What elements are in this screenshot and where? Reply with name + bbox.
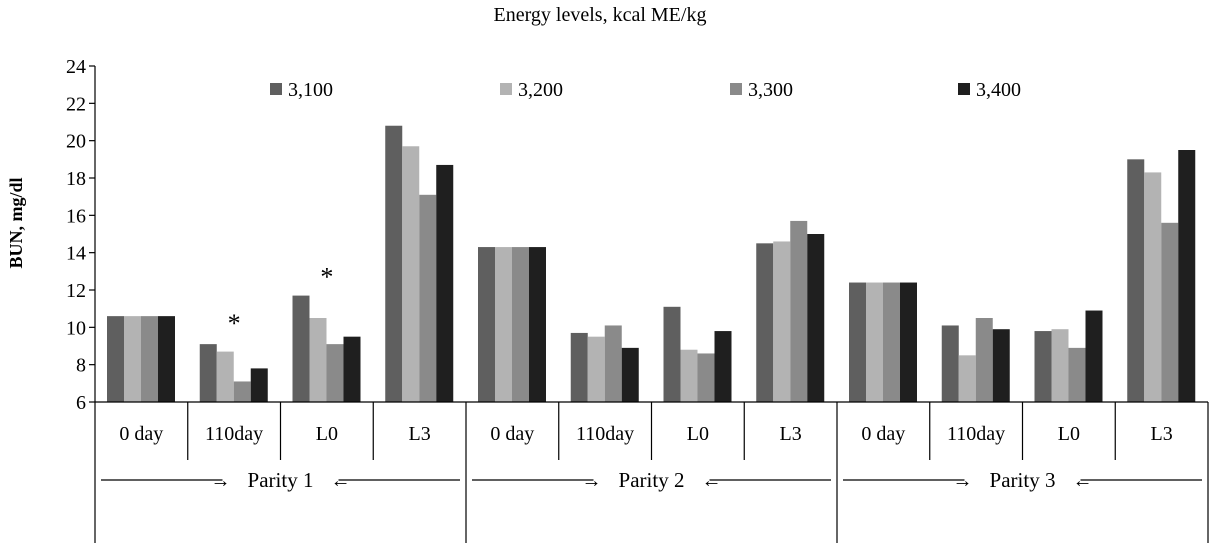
bar xyxy=(663,306,681,402)
bar xyxy=(1085,310,1103,402)
bar xyxy=(1144,172,1162,402)
bar xyxy=(587,336,605,402)
y-axis-ticks: 6 8 10 12 14 16 18 20 22 24 xyxy=(66,56,96,414)
legend-swatch xyxy=(958,83,970,95)
bar xyxy=(107,316,124,402)
category-label: 110day xyxy=(576,423,634,445)
group-arrow-right: → xyxy=(953,470,973,492)
bar xyxy=(436,164,454,402)
y-tick-label: 20 xyxy=(66,131,86,153)
category-label: L3 xyxy=(1151,423,1173,445)
bar xyxy=(849,282,866,402)
category-label: L0 xyxy=(316,423,338,445)
y-tick-label: 24 xyxy=(66,56,86,78)
group-label: Parity 3 xyxy=(990,468,1056,492)
category-label: L0 xyxy=(687,423,709,445)
bar xyxy=(141,316,158,402)
bar xyxy=(385,125,403,402)
bar xyxy=(790,220,808,402)
bar xyxy=(756,243,774,402)
bar xyxy=(992,329,1010,402)
category-label: 0 day xyxy=(119,423,163,445)
bar xyxy=(570,332,588,402)
bar xyxy=(309,318,327,402)
legend-label: 3,400 xyxy=(976,79,1021,101)
group-arrow-left: ← xyxy=(702,470,722,492)
group-arrow-left: ← xyxy=(1073,470,1093,492)
bar xyxy=(250,368,268,402)
legend-swatch xyxy=(500,83,512,95)
bar xyxy=(1051,329,1069,402)
legend-label: 3,100 xyxy=(288,79,333,101)
bar xyxy=(900,282,917,402)
category-label: 110day xyxy=(205,423,263,445)
category-label: 0 day xyxy=(861,423,905,445)
category-label: L0 xyxy=(1058,423,1080,445)
bar xyxy=(199,344,217,402)
bars xyxy=(107,125,1196,402)
legend-swatch xyxy=(270,83,282,95)
legend-label: 3,300 xyxy=(748,79,793,101)
category-label: L3 xyxy=(409,423,431,445)
bar xyxy=(680,349,698,402)
bar xyxy=(478,247,495,402)
chart-title: Energy levels, kcal ME/kg xyxy=(494,4,707,26)
group-arrow-right: → xyxy=(211,470,231,492)
y-tick-label: 18 xyxy=(66,168,86,190)
y-tick-label: 16 xyxy=(66,205,86,227)
bar xyxy=(1034,331,1052,402)
bar xyxy=(402,146,420,402)
bar xyxy=(158,316,175,402)
bar xyxy=(343,336,361,402)
y-tick-label: 14 xyxy=(66,243,86,265)
significance-marker: * xyxy=(320,262,333,291)
group-label: Parity 2 xyxy=(619,468,685,492)
bar xyxy=(419,194,437,402)
bar xyxy=(512,247,529,402)
bar xyxy=(1127,159,1145,402)
y-tick-label: 6 xyxy=(76,392,86,414)
bar xyxy=(233,381,251,402)
legend-label: 3,200 xyxy=(518,79,563,101)
group-label: Parity 1 xyxy=(248,468,314,492)
bar xyxy=(292,295,310,402)
bar xyxy=(773,241,791,402)
y-tick-label: 8 xyxy=(76,355,86,377)
category-label: L3 xyxy=(780,423,802,445)
x-axis: 0 day 110day L0 L3 0 day 110day L0 L3 0 day 110da… xyxy=(94,401,1209,543)
bar xyxy=(975,318,993,402)
bar xyxy=(621,347,639,402)
bar xyxy=(1178,150,1196,402)
group-arrow-left: ← xyxy=(331,470,351,492)
bar xyxy=(807,234,825,402)
category-label: 0 day xyxy=(490,423,534,445)
y-axis-label: BUN, mg/dl xyxy=(6,177,26,268)
bar xyxy=(1161,222,1179,402)
bar xyxy=(1068,347,1086,402)
bar xyxy=(697,353,715,402)
bar xyxy=(883,282,900,402)
bar xyxy=(941,325,959,402)
bar xyxy=(866,282,883,402)
category-label: 110day xyxy=(947,423,1005,445)
bar xyxy=(529,247,546,402)
bar xyxy=(495,247,512,402)
bar xyxy=(714,331,732,402)
significance-marker: * xyxy=(228,309,241,338)
bar xyxy=(958,355,976,402)
bar xyxy=(216,351,234,402)
y-tick-label: 10 xyxy=(66,317,86,339)
legend-swatch xyxy=(730,83,742,95)
annotations: ** xyxy=(228,262,334,338)
y-tick-label: 12 xyxy=(66,280,86,302)
group-arrow-right: → xyxy=(582,470,602,492)
legend: 3,100 3,200 3,300 3,400 xyxy=(270,79,1021,101)
bar xyxy=(604,325,622,402)
y-tick-label: 22 xyxy=(66,93,86,115)
bar xyxy=(326,344,344,402)
bar xyxy=(124,316,141,402)
